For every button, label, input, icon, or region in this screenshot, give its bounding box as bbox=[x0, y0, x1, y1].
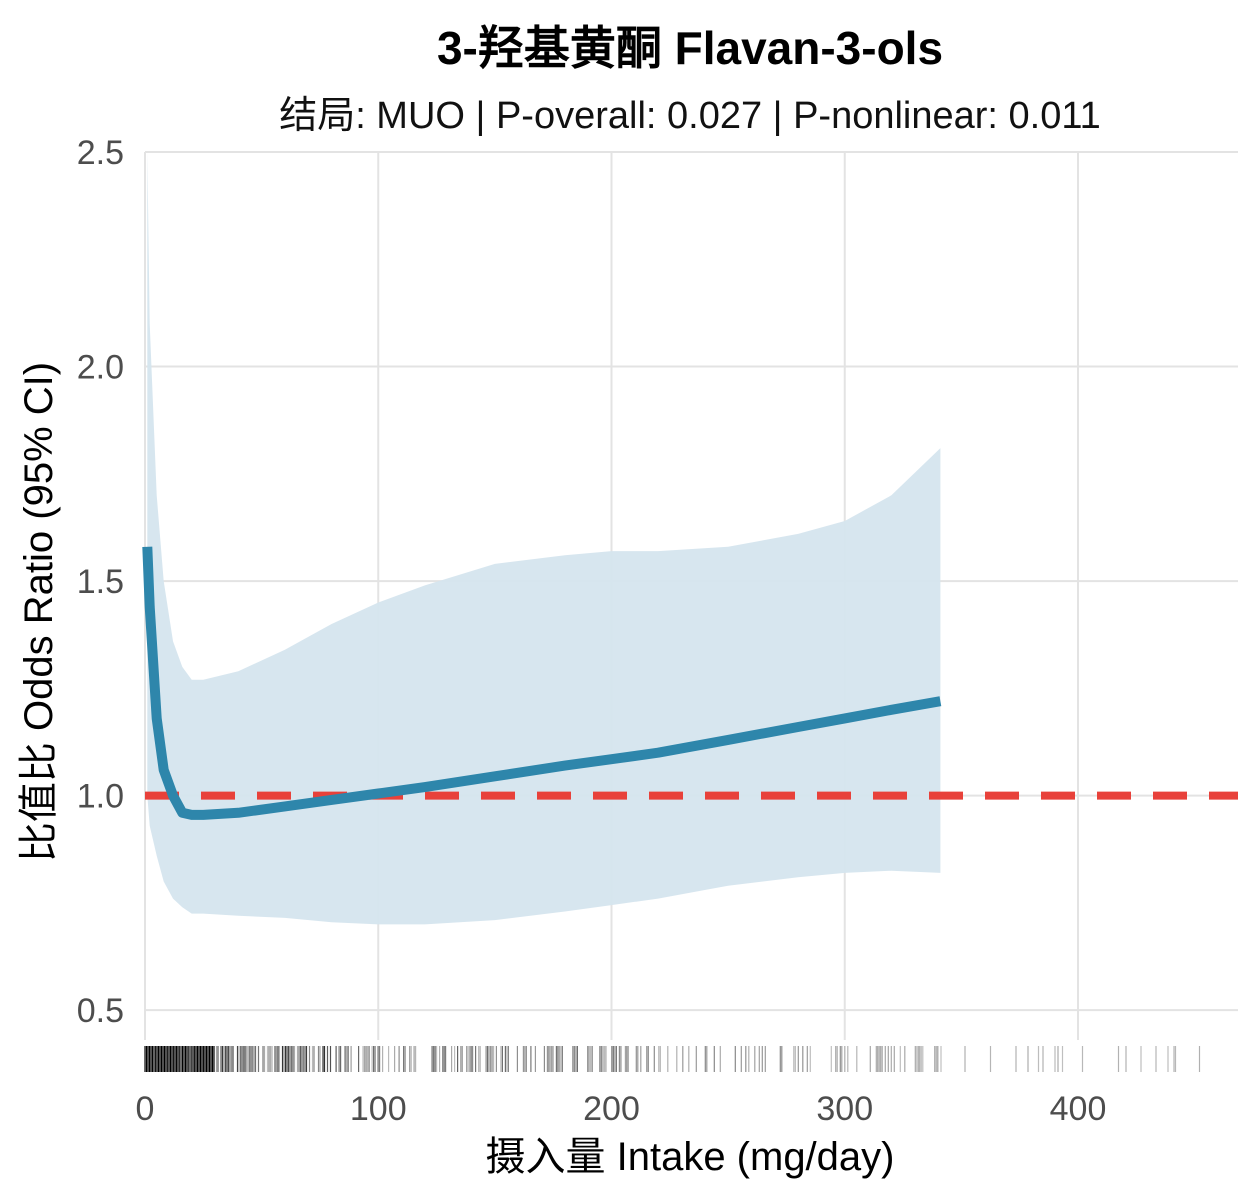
tick-label-layer: 0 100 200 300 400 0.5 1.0 1.5 2.0 2.5 bbox=[77, 134, 1107, 1128]
series-line bbox=[142, 546, 942, 820]
x-tick-label: 300 bbox=[816, 1090, 873, 1128]
ci-band-layer bbox=[147, 152, 941, 925]
chart-subtitle: 结局: MUO | P-overall: 0.027 | P-nonlinear… bbox=[279, 95, 1101, 137]
x-tick-label: 0 bbox=[136, 1090, 155, 1128]
y-tick-label: 0.5 bbox=[77, 992, 124, 1030]
ci-band bbox=[147, 152, 941, 925]
x-tick-label: 400 bbox=[1050, 1090, 1107, 1128]
chart-title: 3-羟基黄酮 Flavan-3-ols bbox=[436, 22, 944, 74]
y-tick-label: 1.0 bbox=[77, 778, 124, 816]
rug-layer bbox=[144, 1046, 1201, 1072]
y-axis-title: 比值比 Odds Ratio (95% CI) bbox=[17, 362, 61, 862]
y-tick-label: 1.5 bbox=[77, 563, 124, 601]
series-line-layer bbox=[142, 546, 942, 820]
x-axis-title: 摄入量 Intake (mg/day) bbox=[485, 1135, 894, 1179]
y-tick-label: 2.0 bbox=[77, 349, 124, 387]
x-tick-label: 200 bbox=[583, 1090, 640, 1128]
y-tick-label: 2.5 bbox=[77, 134, 124, 172]
x-tick-label: 100 bbox=[350, 1090, 407, 1128]
